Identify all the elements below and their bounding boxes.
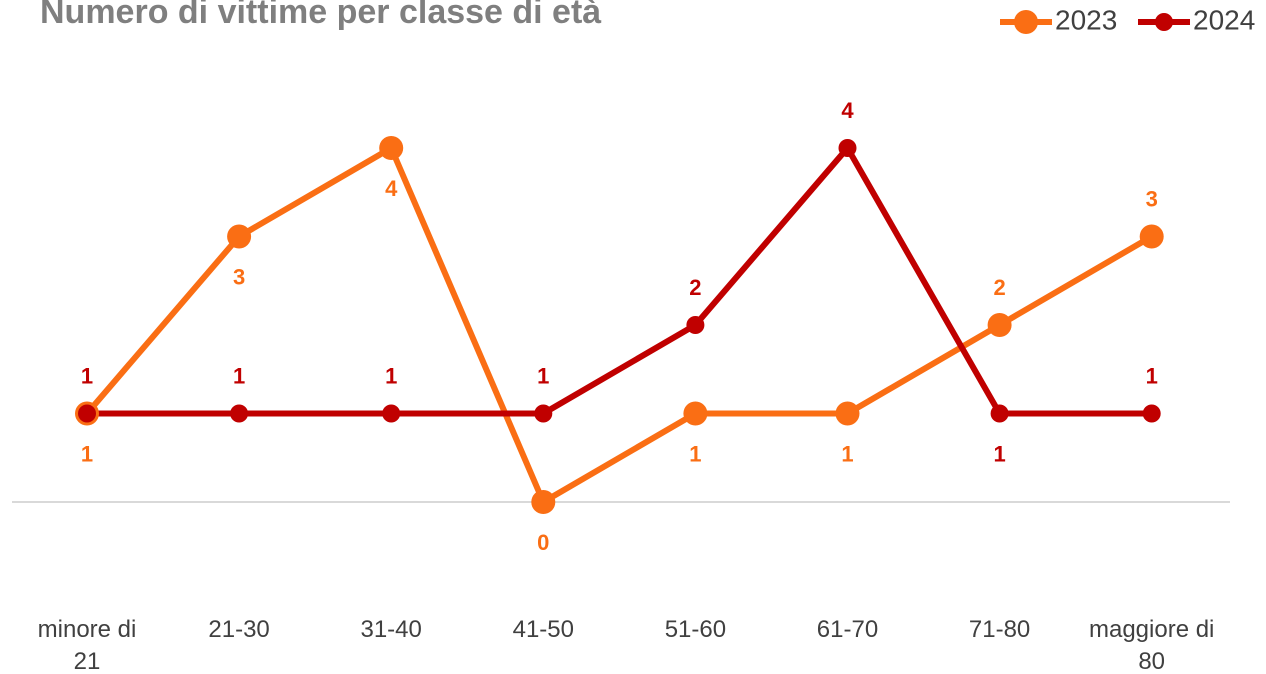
x-tick-label: 41-50	[512, 616, 574, 643]
data-label: 1	[81, 363, 93, 388]
data-label: 3	[1146, 186, 1158, 211]
marker	[379, 136, 404, 160]
data-label: 1	[537, 363, 549, 388]
marker	[987, 313, 1012, 337]
marker	[382, 404, 401, 423]
data-label: 1	[841, 441, 853, 466]
data-label: 4	[841, 98, 854, 123]
x-tick-label: 31-40	[360, 616, 422, 643]
x-tick-label: 51-60	[664, 616, 727, 643]
legend-marker	[1155, 13, 1173, 31]
marker	[1139, 224, 1164, 249]
legend-label: 2024	[1193, 4, 1255, 35]
data-label: 0	[537, 530, 549, 555]
chart-title: Numero di vittime per classe di età	[40, 0, 601, 31]
marker	[534, 404, 553, 423]
data-label: 1	[689, 441, 701, 466]
data-label: 2	[993, 275, 1005, 300]
data-label: 1	[81, 441, 93, 466]
x-tick-label: maggiore di 80	[1088, 616, 1215, 674]
series-line	[87, 145, 1152, 417]
marker	[838, 139, 857, 157]
marker	[78, 404, 96, 423]
marker	[835, 401, 860, 426]
data-label: 4	[385, 176, 398, 201]
series-line	[84, 145, 1154, 505]
marker	[227, 224, 252, 249]
marker	[686, 316, 705, 334]
marker	[683, 401, 708, 426]
marker	[531, 490, 556, 514]
marker	[990, 404, 1009, 423]
marker	[1142, 404, 1161, 423]
legend-label: 2023	[1055, 4, 1117, 35]
data-label: 2	[689, 275, 701, 300]
data-label: 3	[233, 264, 245, 289]
x-tick-label: 21-30	[208, 616, 270, 643]
data-label: 1	[233, 363, 245, 388]
x-tick-label: minore di 21	[37, 616, 137, 674]
x-tick-label: 61-70	[816, 616, 879, 643]
marker	[230, 404, 249, 423]
data-label: 1	[1146, 363, 1158, 388]
data-label: 1	[385, 363, 397, 388]
data-label: 1	[993, 441, 1005, 466]
x-tick-label: 71-80	[968, 616, 1031, 643]
legend-marker	[1014, 10, 1038, 34]
